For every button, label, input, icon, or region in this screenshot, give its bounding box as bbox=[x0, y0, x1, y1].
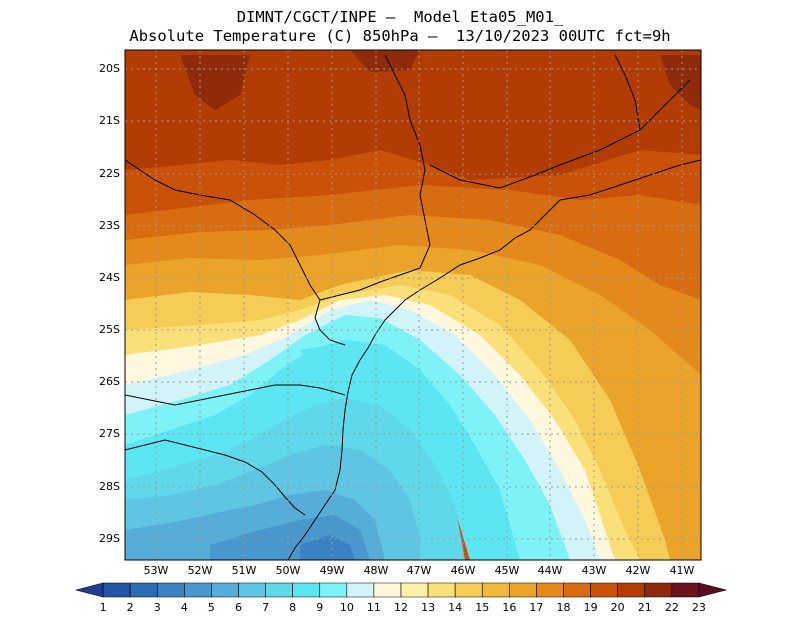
colorbar-label: 2 bbox=[127, 601, 134, 614]
colorbar-label: 18 bbox=[557, 601, 571, 614]
colorbar-swatch bbox=[400, 582, 429, 598]
lon-label: 52W bbox=[188, 564, 213, 577]
colorbar-swatch bbox=[644, 582, 673, 598]
lon-label: 51W bbox=[232, 564, 257, 577]
colorbar-swatch bbox=[211, 582, 239, 598]
colorbar-label: 5 bbox=[208, 601, 215, 614]
lat-label: 21S bbox=[99, 114, 120, 127]
colorbar-swatch bbox=[536, 582, 564, 598]
colorbar-label: 4 bbox=[181, 601, 188, 614]
map-frame bbox=[124, 49, 702, 561]
colorbar: 1 2 3 4 5 6 7 8 9 10 11 12 13 14 15 16 17 18 19 20 21 22 23 bbox=[74, 582, 728, 614]
colorbar-swatch bbox=[265, 582, 293, 598]
lon-label: 43W bbox=[582, 564, 607, 577]
colorbar-label: 20 bbox=[611, 601, 625, 614]
colorbar-label: 7 bbox=[262, 601, 269, 614]
lat-label: 28S bbox=[99, 480, 120, 493]
colorbar-swatch bbox=[292, 582, 321, 598]
map-title-line-1: DIMNT/CGCT/INPE – Model Eta05_M01_ bbox=[236, 8, 564, 26]
colorbar-label: 23 bbox=[692, 601, 706, 614]
longitude-labels: 53W 52W 51W 50W 49W 48W 47W 46W 45W 44W … bbox=[144, 564, 695, 577]
lat-label: 22S bbox=[99, 167, 120, 180]
temperature-field bbox=[125, 50, 701, 560]
colorbar-swatch bbox=[509, 582, 537, 598]
colorbar-swatch bbox=[319, 582, 348, 598]
colorbar-label: 11 bbox=[367, 601, 381, 614]
lon-label: 50W bbox=[276, 564, 301, 577]
colorbar-swatch bbox=[563, 582, 591, 598]
lat-label: 23S bbox=[99, 219, 120, 232]
lon-label: 42W bbox=[626, 564, 651, 577]
colorbar-swatch bbox=[346, 582, 375, 598]
colorbar-label: 10 bbox=[340, 601, 354, 614]
colorbar-label: 12 bbox=[394, 601, 408, 614]
colorbar-swatch bbox=[671, 582, 700, 598]
lon-label: 47W bbox=[407, 564, 432, 577]
colorbar-label: 13 bbox=[421, 601, 435, 614]
lat-label: 29S bbox=[99, 532, 120, 545]
lon-label: 41W bbox=[670, 564, 695, 577]
lon-label: 45W bbox=[495, 564, 520, 577]
colorbar-swatch bbox=[617, 582, 646, 598]
colorbar-label: 19 bbox=[584, 601, 598, 614]
lon-label: 44W bbox=[538, 564, 563, 577]
lon-label: 49W bbox=[320, 564, 345, 577]
colorbar-label: 17 bbox=[529, 601, 543, 614]
colorbar-label: 22 bbox=[665, 601, 679, 614]
colorbar-label: 14 bbox=[448, 601, 462, 614]
colorbar-swatch bbox=[373, 582, 402, 598]
lon-label: 48W bbox=[364, 564, 389, 577]
colorbar-label: 6 bbox=[235, 601, 242, 614]
lon-label: 46W bbox=[451, 564, 476, 577]
colorbar-swatch bbox=[129, 582, 158, 598]
latitude-labels: 20S 21S 22S 23S 24S 25S 26S 27S 28S 29S bbox=[99, 62, 120, 545]
colorbar-swatch bbox=[238, 582, 266, 598]
lat-lon-grid bbox=[125, 50, 701, 560]
colorbar-swatch bbox=[698, 582, 728, 598]
colorbar-label: 15 bbox=[475, 601, 489, 614]
colorbar-label: 21 bbox=[638, 601, 652, 614]
colorbar-swatch bbox=[590, 582, 618, 598]
colorbar-swatch bbox=[481, 582, 510, 598]
lat-label: 26S bbox=[99, 375, 120, 388]
colorbar-swatch bbox=[156, 582, 185, 598]
lat-label: 20S bbox=[99, 62, 120, 75]
lat-label: 25S bbox=[99, 323, 120, 336]
colorbar-swatch bbox=[102, 582, 131, 598]
colorbar-label: 9 bbox=[316, 601, 323, 614]
lat-label: 27S bbox=[99, 427, 120, 440]
map-title-line-2: Absolute Temperature (C) 850hPa – 13/10/… bbox=[129, 27, 671, 45]
colorbar-label: 3 bbox=[154, 601, 161, 614]
colorbar-swatch bbox=[184, 582, 212, 598]
colorbar-swatch bbox=[74, 582, 104, 598]
colorbar-label: 1 bbox=[100, 601, 107, 614]
colorbar-label: 16 bbox=[502, 601, 516, 614]
colorbar-swatch bbox=[454, 582, 483, 598]
colorbar-label: 8 bbox=[289, 601, 296, 614]
lon-label: 53W bbox=[144, 564, 169, 577]
colorbar-swatch bbox=[427, 582, 456, 598]
lat-label: 24S bbox=[99, 271, 120, 284]
